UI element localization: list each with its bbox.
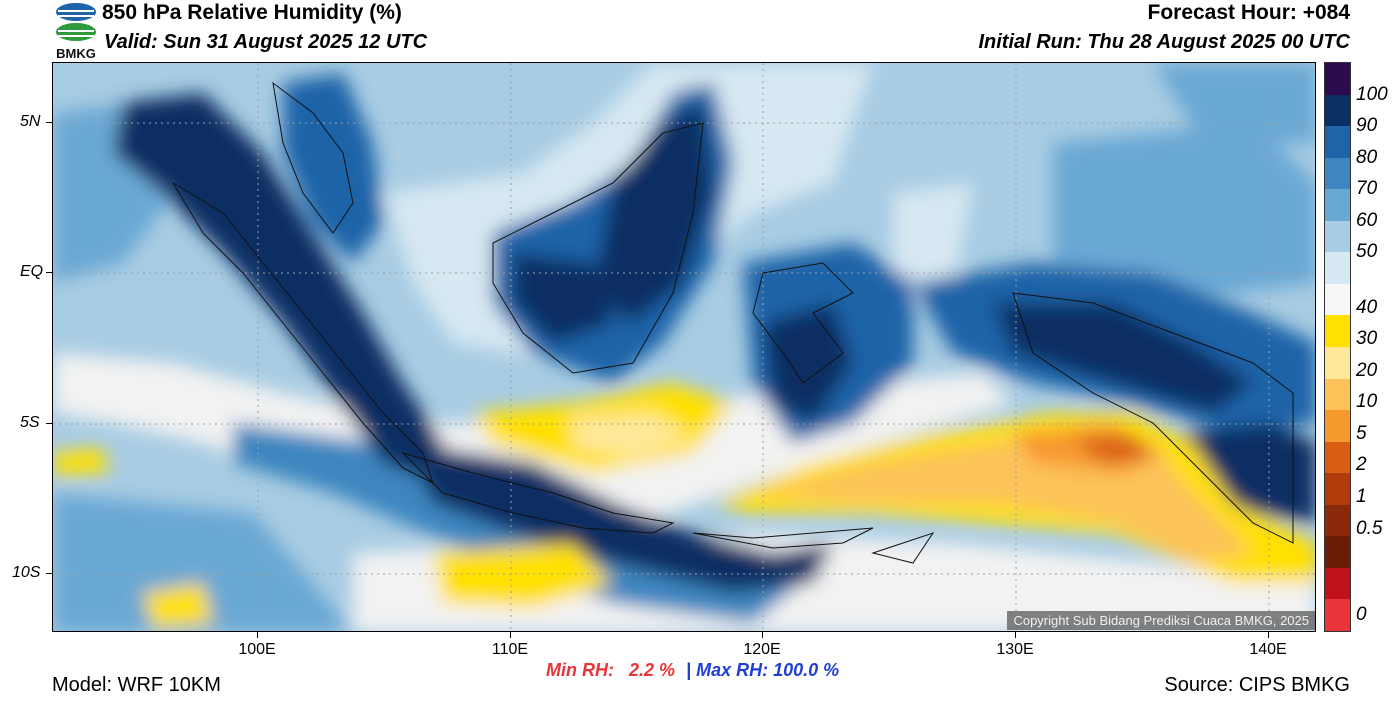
max-rh-label: Max RH:: [696, 660, 769, 680]
colorbar-label: 60: [1356, 209, 1378, 231]
colorbar-label: 2: [1356, 454, 1367, 476]
lat-label-5n: 5N: [20, 113, 41, 130]
rh-separator: |: [686, 660, 692, 680]
copyright-notice: Copyright Sub Bidang Prediksi Cuaca BMKG…: [1007, 611, 1315, 630]
data-source: Source: CIPS BMKG: [1164, 674, 1350, 696]
lon-tick: [510, 632, 511, 638]
humidity-map: [52, 62, 1316, 632]
colorbar-segment: [1325, 126, 1350, 159]
colorbar-segment: [1325, 189, 1350, 222]
colorbar-label: 40: [1356, 296, 1378, 318]
lon-tick: [1268, 632, 1269, 638]
max-rh-value: 100.0 %: [773, 660, 840, 680]
colorbar-label: 5: [1356, 422, 1367, 444]
min-rh-value: 2.2 %: [629, 660, 676, 680]
lon-label-110e: 110E: [491, 641, 529, 658]
logo-text: BMKG: [56, 46, 96, 60]
bmkg-logo: BMKG: [52, 2, 100, 61]
lat-tick: [46, 423, 52, 424]
colorbar-label: 10: [1356, 391, 1378, 413]
colorbar-label: 50: [1356, 241, 1378, 263]
lon-label-130e: 130E: [996, 641, 1034, 658]
colorbar-label: 30: [1356, 328, 1378, 350]
colorbar-segment: [1325, 441, 1350, 474]
colorbar-segment: [1325, 536, 1350, 569]
lat-tick: [46, 272, 52, 273]
lat-label-eq: EQ: [20, 263, 44, 280]
colorbar-segment: [1325, 599, 1350, 632]
colorbar-segment: [1325, 567, 1350, 600]
colorbar-label: 90: [1356, 115, 1378, 137]
lon-tick: [257, 632, 258, 638]
initial-run: Initial Run: Thu 28 August 2025 00 UTC: [978, 31, 1350, 53]
colorbar-segment: [1325, 378, 1350, 411]
colorbar-label: 70: [1356, 178, 1378, 200]
colorbar-label: 1: [1356, 486, 1367, 507]
valid-time: Valid: Sun 31 August 2025 12 UTC: [104, 31, 428, 53]
lon-tick: [762, 632, 763, 638]
lon-label-140e: 140E: [1249, 641, 1287, 658]
colorbar-segment: [1325, 504, 1350, 537]
model-name: Model: WRF 10KM: [52, 674, 221, 696]
colorbar-label: 80: [1356, 146, 1378, 168]
lon-label-120e: 120E: [743, 641, 781, 658]
colorbar-label: 20: [1356, 359, 1378, 381]
map-title: 850 hPa Relative Humidity (%): [102, 1, 402, 24]
colorbar-segment: [1325, 315, 1350, 348]
lon-tick: [1015, 632, 1016, 638]
colorbar-segment: [1325, 220, 1350, 253]
graticule: [53, 63, 1315, 631]
humidity-field: [53, 63, 1315, 631]
lon-label-100e: 100E: [238, 641, 276, 658]
coastlines: [172, 81, 1294, 564]
lat-tick: [46, 122, 52, 123]
colorbar-segment: [1325, 410, 1350, 443]
colorbar-segment: [1325, 347, 1350, 380]
colorbar: [1324, 62, 1351, 632]
colorbar-label: 0: [1356, 604, 1367, 626]
min-rh-label: Min RH:: [546, 660, 614, 680]
colorbar-segment: [1325, 283, 1350, 316]
colorbar-label: 100: [1356, 83, 1388, 105]
colorbar-segment: [1325, 63, 1350, 96]
colorbar-segment: [1325, 252, 1350, 285]
min-max-rh: Min RH: 2.2 % | Max RH: 100.0 %: [546, 660, 839, 681]
colorbar-label: 0.5: [1356, 517, 1383, 539]
colorbar-segment: [1325, 157, 1350, 190]
colorbar-segment: [1325, 473, 1350, 506]
forecast-hour: Forecast Hour: +084: [1147, 1, 1351, 24]
lat-label-5s: 5S: [20, 414, 40, 431]
colorbar-segment: [1325, 94, 1350, 127]
lat-label-10s: 10S: [12, 564, 41, 581]
lat-tick: [46, 573, 52, 574]
